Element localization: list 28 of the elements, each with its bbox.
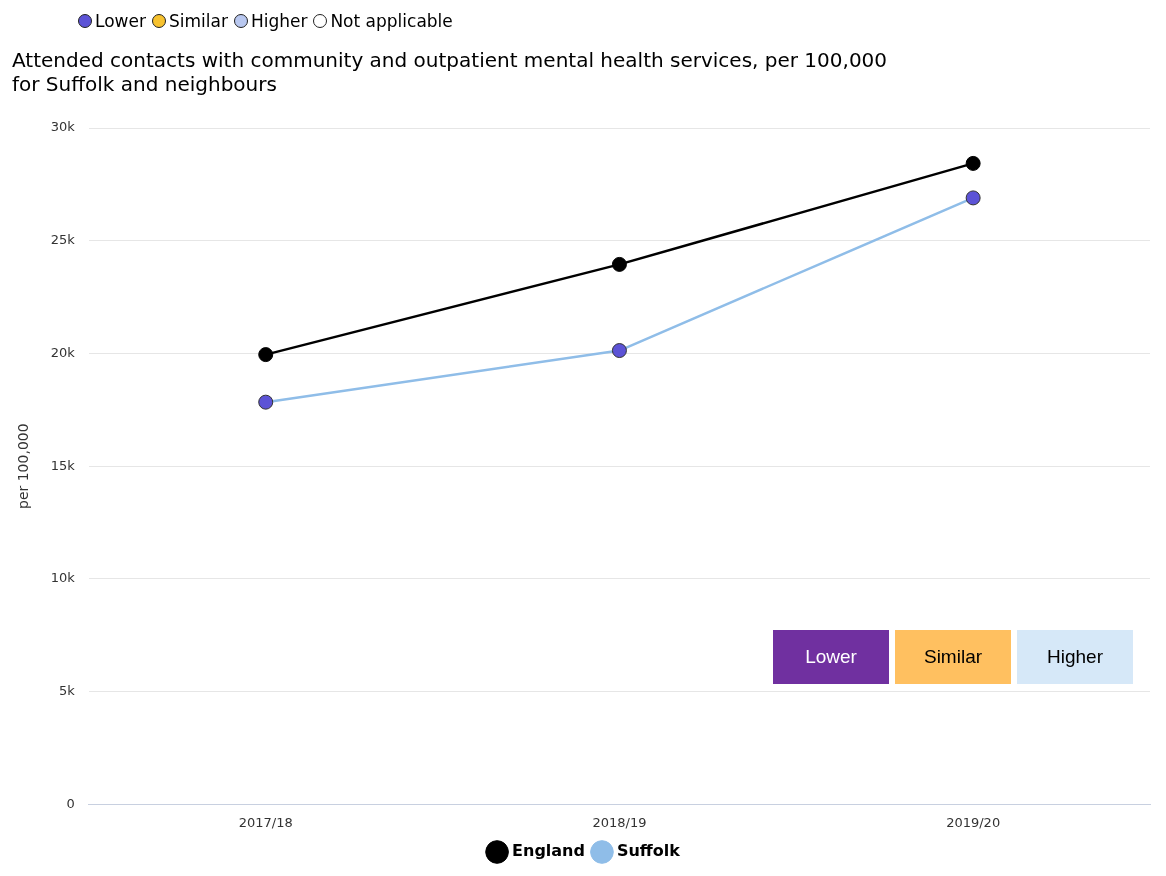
point [611,343,627,359]
text: Not applicable [330,11,453,31]
label-box: Higher [1017,630,1133,684]
x-tick-label: 2019/20 [946,814,1001,830]
point [258,394,274,410]
x-tick-label: 2017/18 [238,814,293,830]
label-box: Lower [773,630,889,684]
point [965,190,981,206]
point [258,347,274,363]
text: Similar [168,11,228,31]
y-tick-label: 25k [50,232,76,248]
y-tick-label: 0 [66,795,75,811]
point [611,256,627,272]
x-tick-label: 2018/19 [592,814,647,830]
text: Higher [250,11,308,31]
legend-label: Suffolk [616,841,681,861]
y-tick-label: 15k [50,457,76,473]
text: for Suffolk and neighbours [12,72,277,97]
label-box: Similar [895,630,1011,684]
point [965,155,981,171]
legend-label: England [512,841,585,861]
y-tick-label: 30k [50,119,76,135]
text: Lower [95,11,146,31]
y-tick-label: 5k [59,683,76,699]
y-tick-label: 10k [50,570,76,586]
y-axis-title: per 100,000 [15,423,32,509]
y-tick-label: 20k [50,344,76,360]
text: Attended contacts with community and outpatient mental health services, per 100,000 [12,48,888,73]
